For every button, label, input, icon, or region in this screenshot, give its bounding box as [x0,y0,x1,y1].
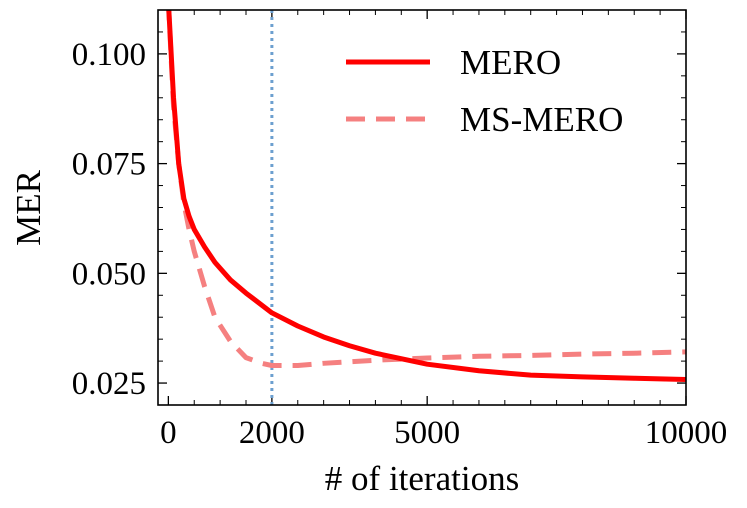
x-tick-labels: 0 2000 5000 10000 [160,415,727,451]
y-tick-label: 0.075 [72,147,146,183]
legend-label-ms-mero: MS-MERO [460,100,623,139]
x-axis-label: # of iterations [325,459,519,498]
x-tick-label: 10000 [645,415,728,451]
legend: MERO MS-MERO [346,43,623,139]
x-tick-label: 0 [160,415,177,451]
y-tick-labels: 0.025 0.050 0.075 0.100 [72,37,146,402]
y-axis-label: MER [9,169,48,246]
x-tick-label: 2000 [239,415,305,451]
plot-frame [157,9,687,406]
y-tick-label: 0.100 [72,37,146,73]
y-tick-label: 0.050 [72,256,146,292]
x-tick-label: 5000 [394,415,460,451]
y-tick-label: 0.025 [72,366,146,402]
lines-layer [166,10,686,383]
ticks [158,9,687,406]
legend-label-mero: MERO [460,43,561,82]
series-line-mero [166,10,686,383]
plot-background [158,10,686,405]
